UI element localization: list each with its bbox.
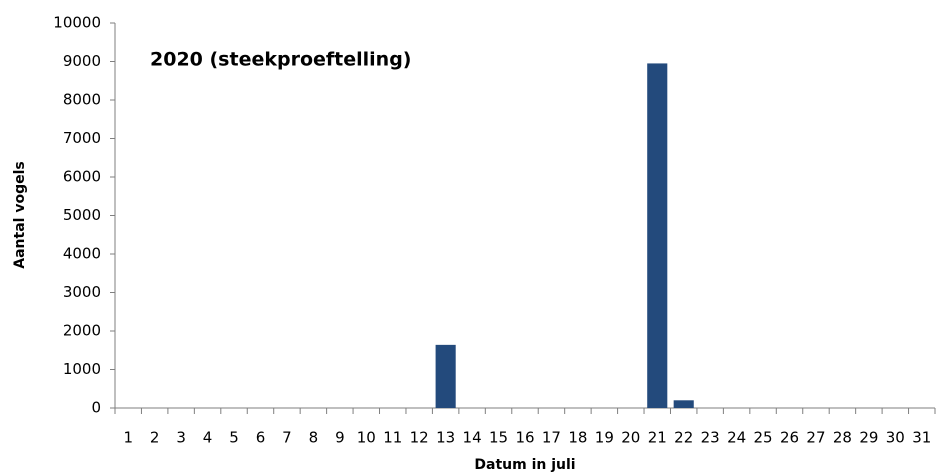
x-tick-label: 14 [463, 429, 482, 447]
x-tick-label: 24 [727, 429, 746, 447]
x-tick-label: 27 [806, 429, 825, 447]
x-tick-label: 13 [436, 429, 455, 447]
x-tick-label: 11 [383, 429, 402, 447]
x-tick-label: 2 [150, 429, 160, 447]
x-tick-label: 17 [542, 429, 561, 447]
x-tick-label: 29 [859, 429, 878, 447]
x-tick-label: 15 [489, 429, 508, 447]
x-tick-label: 22 [674, 429, 693, 447]
chart-title: 2020 (steekproeftelling) [150, 49, 411, 71]
x-tick-label: 21 [648, 429, 667, 447]
x-tick-label: 8 [309, 429, 319, 447]
x-tick-label: 3 [176, 429, 186, 447]
x-tick-label: 9 [335, 429, 345, 447]
y-tick-label: 5000 [63, 206, 101, 224]
y-axis-label: Aantal vogels [12, 161, 28, 268]
y-tick-label: 9000 [63, 52, 101, 70]
x-tick-label: 23 [701, 429, 720, 447]
y-tick-label: 3000 [63, 283, 101, 301]
y-tick-label: 4000 [63, 245, 101, 263]
x-tick-label: 7 [282, 429, 292, 447]
y-tick-label: 2000 [63, 322, 101, 340]
x-tick-label: 31 [912, 429, 931, 447]
y-tick-label: 1000 [63, 360, 101, 378]
bar [647, 63, 668, 409]
x-tick-label: 20 [621, 429, 640, 447]
y-tick-label: 7000 [63, 129, 101, 147]
x-tick-label: 19 [595, 429, 614, 447]
x-tick-label: 26 [780, 429, 799, 447]
x-tick-label: 12 [410, 429, 429, 447]
x-tick-label: 10 [357, 429, 376, 447]
y-tick-label: 10000 [53, 14, 101, 32]
x-tick-label: 5 [229, 429, 239, 447]
x-axis-label: Datum in juli [474, 457, 575, 473]
x-tick-label: 1 [123, 429, 133, 447]
x-tick-label: 30 [886, 429, 905, 447]
x-tick-label: 18 [568, 429, 587, 447]
x-tick-label: 6 [256, 429, 266, 447]
x-tick-label: 25 [754, 429, 773, 447]
y-tick-label: 0 [91, 399, 101, 417]
y-tick-label: 6000 [63, 168, 101, 186]
y-tick-label: 8000 [63, 91, 101, 109]
x-tick-label: 16 [515, 429, 534, 447]
x-tick-label: 28 [833, 429, 852, 447]
bar [435, 344, 456, 408]
bar [673, 400, 694, 408]
x-tick-label: 4 [203, 429, 213, 447]
